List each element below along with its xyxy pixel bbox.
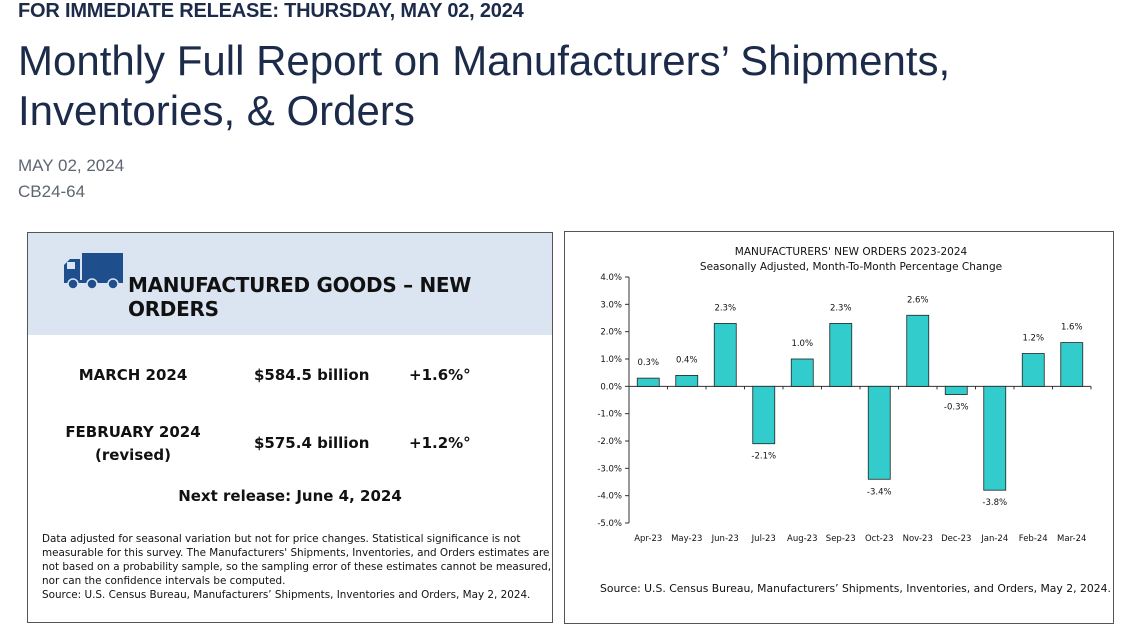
data-label: -3.8% <box>982 498 1007 508</box>
data-label: -2.1% <box>751 452 776 462</box>
data-label: 2.3% <box>830 303 852 313</box>
bar-oct-23 <box>867 385 891 480</box>
y-tick-label: 1.0% <box>600 355 622 365</box>
y-tick-label: -1.0% <box>597 410 622 420</box>
next-release: Next release: June 4, 2024 <box>178 487 402 505</box>
x-tick-label: Apr-23 <box>634 534 662 544</box>
data-label: 2.3% <box>714 303 736 313</box>
data-label: 0.4% <box>676 355 698 365</box>
row-label-february: FEBRUARY 2024 <box>65 423 201 441</box>
row-change-march: +1.6%° <box>409 366 471 384</box>
y-tick-label: 2.0% <box>600 328 622 338</box>
data-label: -0.3% <box>944 403 969 413</box>
summary-title: MANUFACTURED GOODS – NEW ORDERS <box>128 273 472 321</box>
x-tick-label: Sep-23 <box>826 534 856 544</box>
row-value-february: $575.4 billion <box>254 434 370 452</box>
x-tick-label: Mar-24 <box>1057 534 1086 544</box>
data-label: 1.2% <box>1022 334 1044 344</box>
y-tick-label: -3.0% <box>597 464 622 474</box>
bar-nov-23 <box>906 314 930 387</box>
y-tick-label: -4.0% <box>597 492 622 502</box>
chart-title: MANUFACTURERS' NEW ORDERS 2023-2024 <box>735 246 968 258</box>
data-label: 1.6% <box>1061 323 1083 333</box>
release-line: FOR IMMEDIATE RELEASE: THURSDAY, MAY 02,… <box>18 0 524 22</box>
data-label: 2.6% <box>907 295 929 305</box>
new-orders-summary-panel: MANUFACTURED GOODS – NEW ORDERS MARCH 20… <box>27 232 553 623</box>
bar-may-23 <box>675 374 699 387</box>
data-label: -3.4% <box>867 487 892 497</box>
truck-icon <box>64 253 123 290</box>
x-tick-label: Aug-23 <box>787 534 817 544</box>
note-line: nor can the confidence intervals be comp… <box>42 575 286 587</box>
x-tick-label: Jun-23 <box>711 534 739 544</box>
bar-jul-23 <box>752 385 776 445</box>
y-tick-label: -2.0% <box>597 437 622 447</box>
release-date: MAY 02, 2024 <box>18 156 125 175</box>
chart-source: Source: U.S. Census Bureau, Manufacturer… <box>600 582 1111 595</box>
bar-aug-23 <box>790 358 814 387</box>
chart-subtitle: Seasonally Adjusted, Month-To-Month Perc… <box>700 261 1002 273</box>
x-tick-label: Jan-24 <box>980 534 1008 544</box>
bar-jan-24 <box>983 385 1007 491</box>
data-label: 1.0% <box>791 339 813 349</box>
data-label: 0.3% <box>637 358 659 368</box>
note-line: Data adjusted for seasonal variation but… <box>42 533 521 545</box>
x-tick-label: Jul-23 <box>751 534 776 544</box>
release-id: CB24-64 <box>18 182 86 201</box>
new-orders-bar-chart: MANUFACTURERS' NEW ORDERS 2023-2024 Seas… <box>597 246 1092 544</box>
x-tick-label: Dec-23 <box>941 534 971 544</box>
x-tick-label: May-23 <box>671 534 702 544</box>
y-tick-label: -5.0% <box>597 519 622 529</box>
methodology-note: Data adjusted for seasonal variation but… <box>42 532 552 602</box>
note-line: measurable for this survey. The Manufact… <box>42 547 550 559</box>
new-orders-chart-panel: MANUFACTURERS' NEW ORDERS 2023-2024 Seas… <box>564 231 1114 624</box>
bar-feb-24 <box>1021 353 1045 387</box>
bar-jun-23 <box>713 323 737 387</box>
y-tick-label: 0.0% <box>600 382 622 392</box>
x-tick-label: Oct-23 <box>865 534 894 544</box>
row-sublabel-february: (revised) <box>94 446 172 464</box>
bar-mar-24 <box>1060 342 1084 387</box>
x-tick-label: Nov-23 <box>903 534 933 544</box>
row-label-march: MARCH 2024 <box>78 366 188 384</box>
bar-dec-23 <box>944 385 968 395</box>
bar-apr-23 <box>636 377 660 387</box>
x-tick-label: Feb-24 <box>1019 534 1048 544</box>
bar-sep-23 <box>829 323 853 387</box>
y-tick-label: 3.0% <box>600 300 622 310</box>
page-title: Monthly Full Report on Manufacturers’ Sh… <box>18 37 951 134</box>
note-source: Source: U.S. Census Bureau, Manufacturer… <box>42 589 531 601</box>
summary-header: MANUFACTURED GOODS – NEW ORDERS <box>28 233 552 335</box>
y-tick-label: 4.0% <box>600 273 622 283</box>
row-value-march: $584.5 billion <box>254 366 370 384</box>
row-change-february: +1.2%° <box>409 434 471 452</box>
note-line: not based on a probability sample, so th… <box>42 561 552 573</box>
